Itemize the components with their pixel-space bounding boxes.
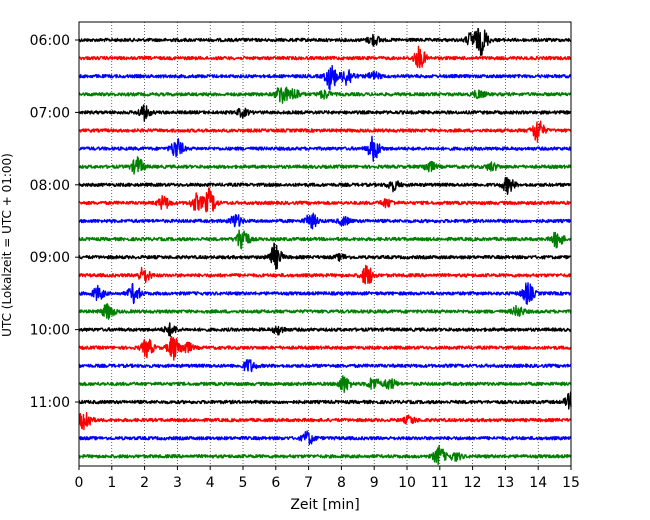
x-tick-label: 7 [304,475,313,491]
x-tick-label: 6 [271,475,280,491]
x-tick-label: 9 [370,475,379,491]
trace-line [78,176,572,196]
trace-line [78,242,572,270]
x-tick-label: 1 [107,475,116,491]
y-tick-label: 11:00 [30,395,70,411]
trace-line [78,27,572,56]
x-tick-label: 13 [496,475,514,491]
x-tick-label: 0 [75,475,84,491]
y-tick-label: 09:00 [30,250,70,266]
y-tick-label: 06:00 [30,33,70,49]
x-axis-label: Zeit [min] [290,497,359,513]
trace-line [78,322,572,337]
x-tick-label: 5 [239,475,248,491]
trace-line [78,156,572,175]
trace-line [78,411,572,431]
y-axis-ticks: 06:00 07:00 08:00 09:00 10:00 11:00 [30,33,79,411]
x-tick-label: 15 [562,475,580,491]
trace-line [78,86,572,104]
x-tick-label: 2 [140,475,149,491]
seismic-traces [78,27,572,466]
trace-line [78,229,572,250]
trace-line [78,65,572,91]
x-tick-label: 8 [337,475,346,491]
trace-line [78,120,572,143]
x-tick-label: 12 [464,475,482,491]
trace-line [78,282,572,305]
trace-line [78,187,572,213]
x-tick-label: 4 [206,475,215,491]
trace-line [78,212,572,230]
x-tick-label: 11 [431,475,449,491]
y-tick-label: 10:00 [30,323,70,339]
trace-line [78,359,572,373]
trace-line [78,45,572,69]
trace-line [78,303,572,320]
plot-area-frame [78,21,572,467]
x-tick-label: 3 [173,475,182,491]
vertical-grid-lines [111,22,539,466]
trace-line [78,135,572,162]
trace-line [78,391,572,410]
trace-line [78,430,572,446]
y-axis-label: UTC (Lokalzeit = UTC + 01:00) [0,153,14,337]
trace-line [78,375,572,394]
x-tick-label: 14 [529,475,547,491]
trace-line [78,335,572,361]
y-tick-label: 08:00 [30,178,70,194]
trace-line [78,104,572,122]
x-tick-label: 10 [398,475,416,491]
trace-line [78,444,572,466]
trace-line [78,264,572,285]
x-axis-ticks: 0 1 2 3 4 5 6 7 8 9 10 11 12 13 14 15 [75,466,580,491]
y-tick-label: 07:00 [30,105,70,121]
